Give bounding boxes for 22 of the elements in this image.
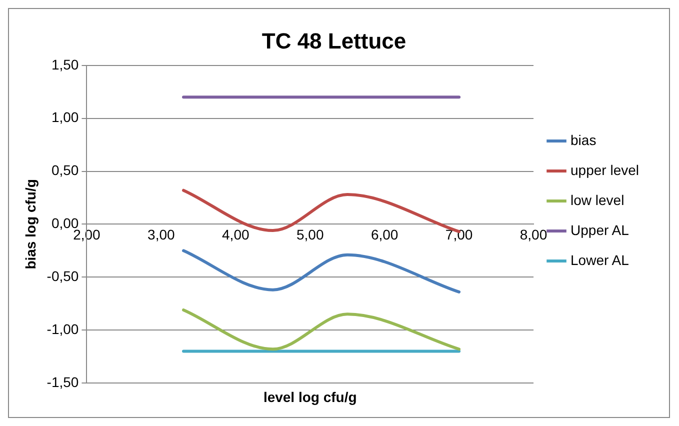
x-tick-label: 3,00	[148, 226, 176, 242]
x-tick-label: 8,00	[520, 226, 548, 242]
y-tick-label: -1,00	[46, 320, 79, 337]
legend-label: low level	[570, 192, 624, 208]
y-tick-label: -1,50	[46, 374, 79, 390]
y-tick-label: 1,00	[51, 109, 79, 126]
legend-label: Lower AL	[570, 252, 630, 268]
x-tick-label: 7,00	[445, 226, 473, 242]
x-tick-label: 6,00	[370, 226, 398, 242]
x-axis-title: level log cfu/g	[263, 388, 357, 405]
y-tick-label: 0,50	[51, 162, 79, 178]
legend-label: upper level	[570, 162, 640, 178]
y-tick-label: 1,50	[51, 56, 79, 72]
y-tick-label: -0,50	[46, 268, 79, 284]
chart-title: TC 48 Lettuce	[262, 28, 406, 54]
legend-label: bias	[570, 132, 596, 148]
legend-label: Upper AL	[570, 222, 630, 238]
x-tick-label: 5,00	[296, 226, 324, 242]
y-tick-label: 0,00	[51, 215, 79, 232]
y-axis-title: bias log cfu/g	[22, 179, 38, 270]
x-tick-label: 4,00	[222, 226, 250, 242]
line-series	[182, 249, 461, 294]
